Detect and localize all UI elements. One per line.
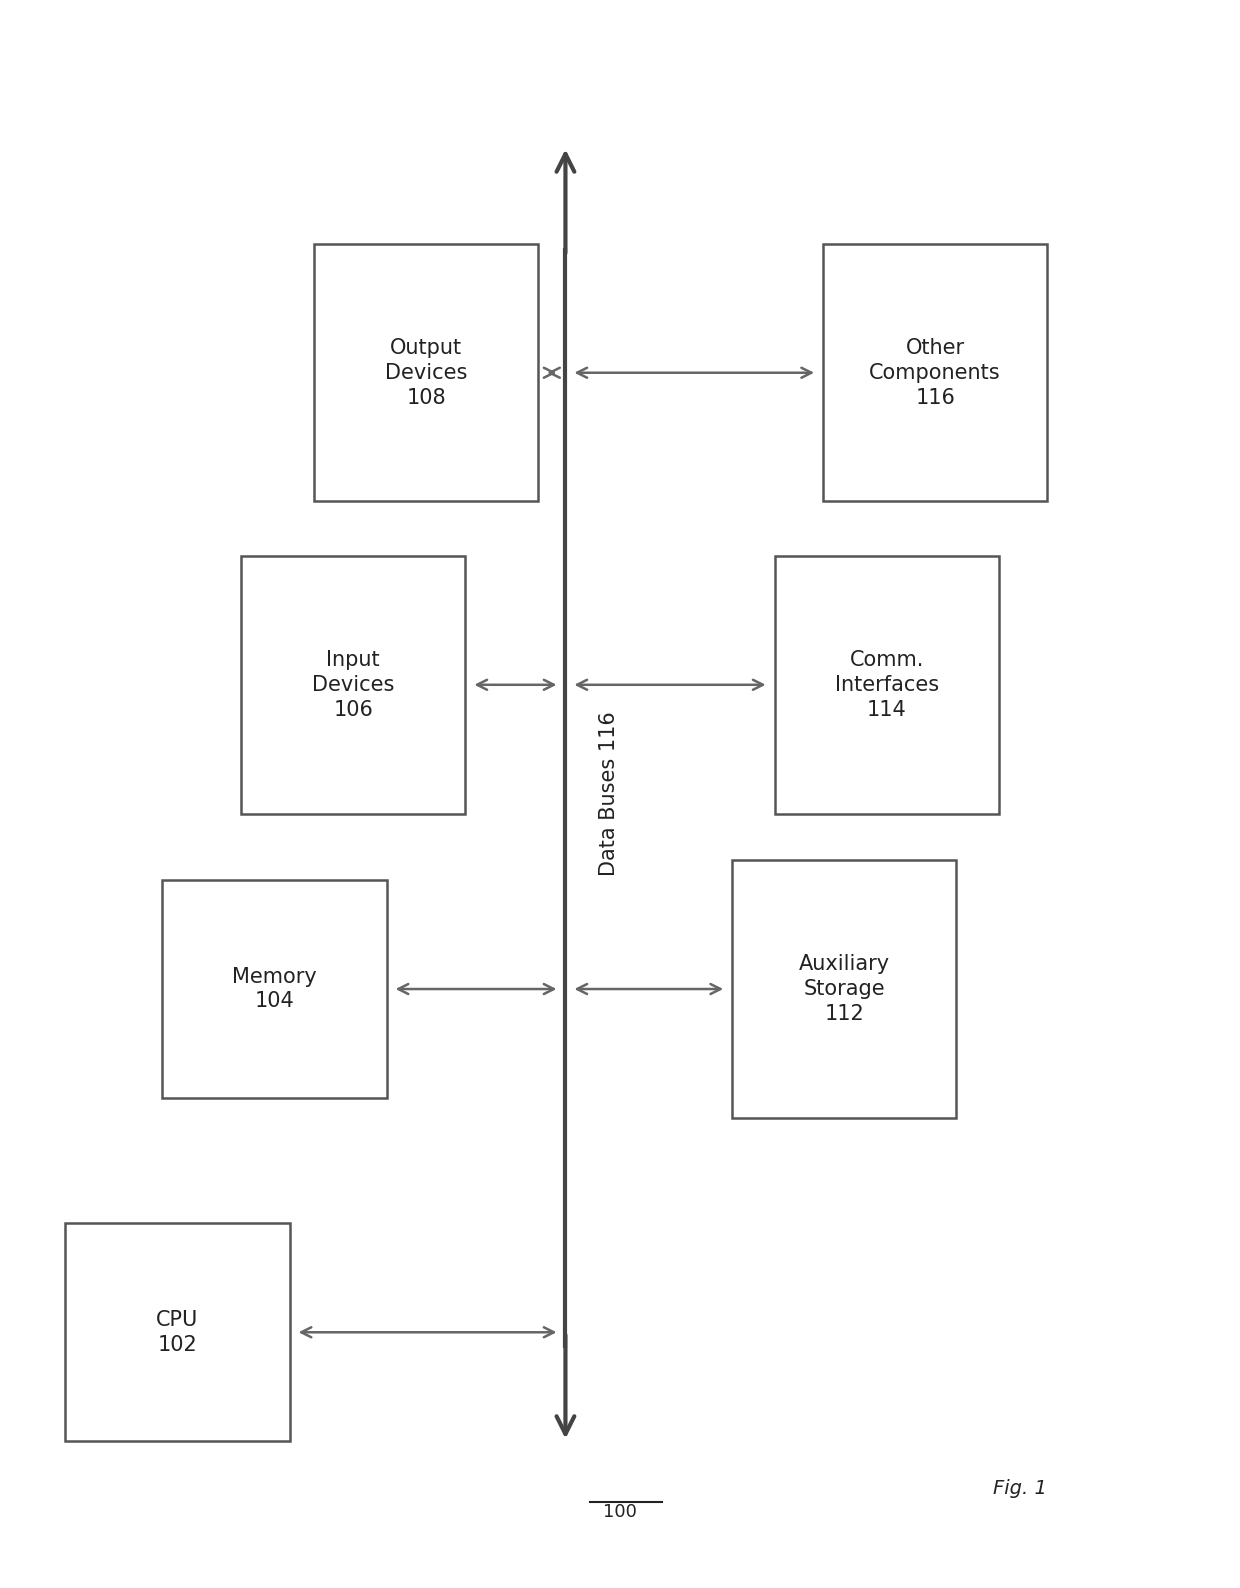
FancyBboxPatch shape <box>162 880 387 1099</box>
Text: Data Buses 116: Data Buses 116 <box>599 711 620 877</box>
Text: Comm.
Interfaces
114: Comm. Interfaces 114 <box>835 649 939 719</box>
Text: Fig. 1: Fig. 1 <box>993 1478 1047 1497</box>
Text: 100: 100 <box>603 1502 637 1521</box>
FancyBboxPatch shape <box>242 556 465 813</box>
Text: CPU
102: CPU 102 <box>156 1310 198 1355</box>
FancyBboxPatch shape <box>314 245 538 502</box>
Text: Input
Devices
106: Input Devices 106 <box>312 649 394 719</box>
Text: Output
Devices
108: Output Devices 108 <box>384 338 467 408</box>
FancyBboxPatch shape <box>775 556 998 813</box>
Text: Other
Components
116: Other Components 116 <box>869 338 1001 408</box>
Text: Memory
104: Memory 104 <box>232 967 317 1012</box>
FancyBboxPatch shape <box>66 1223 290 1442</box>
FancyBboxPatch shape <box>732 861 956 1118</box>
Text: Auxiliary
Storage
112: Auxiliary Storage 112 <box>799 954 890 1024</box>
FancyBboxPatch shape <box>823 245 1048 502</box>
